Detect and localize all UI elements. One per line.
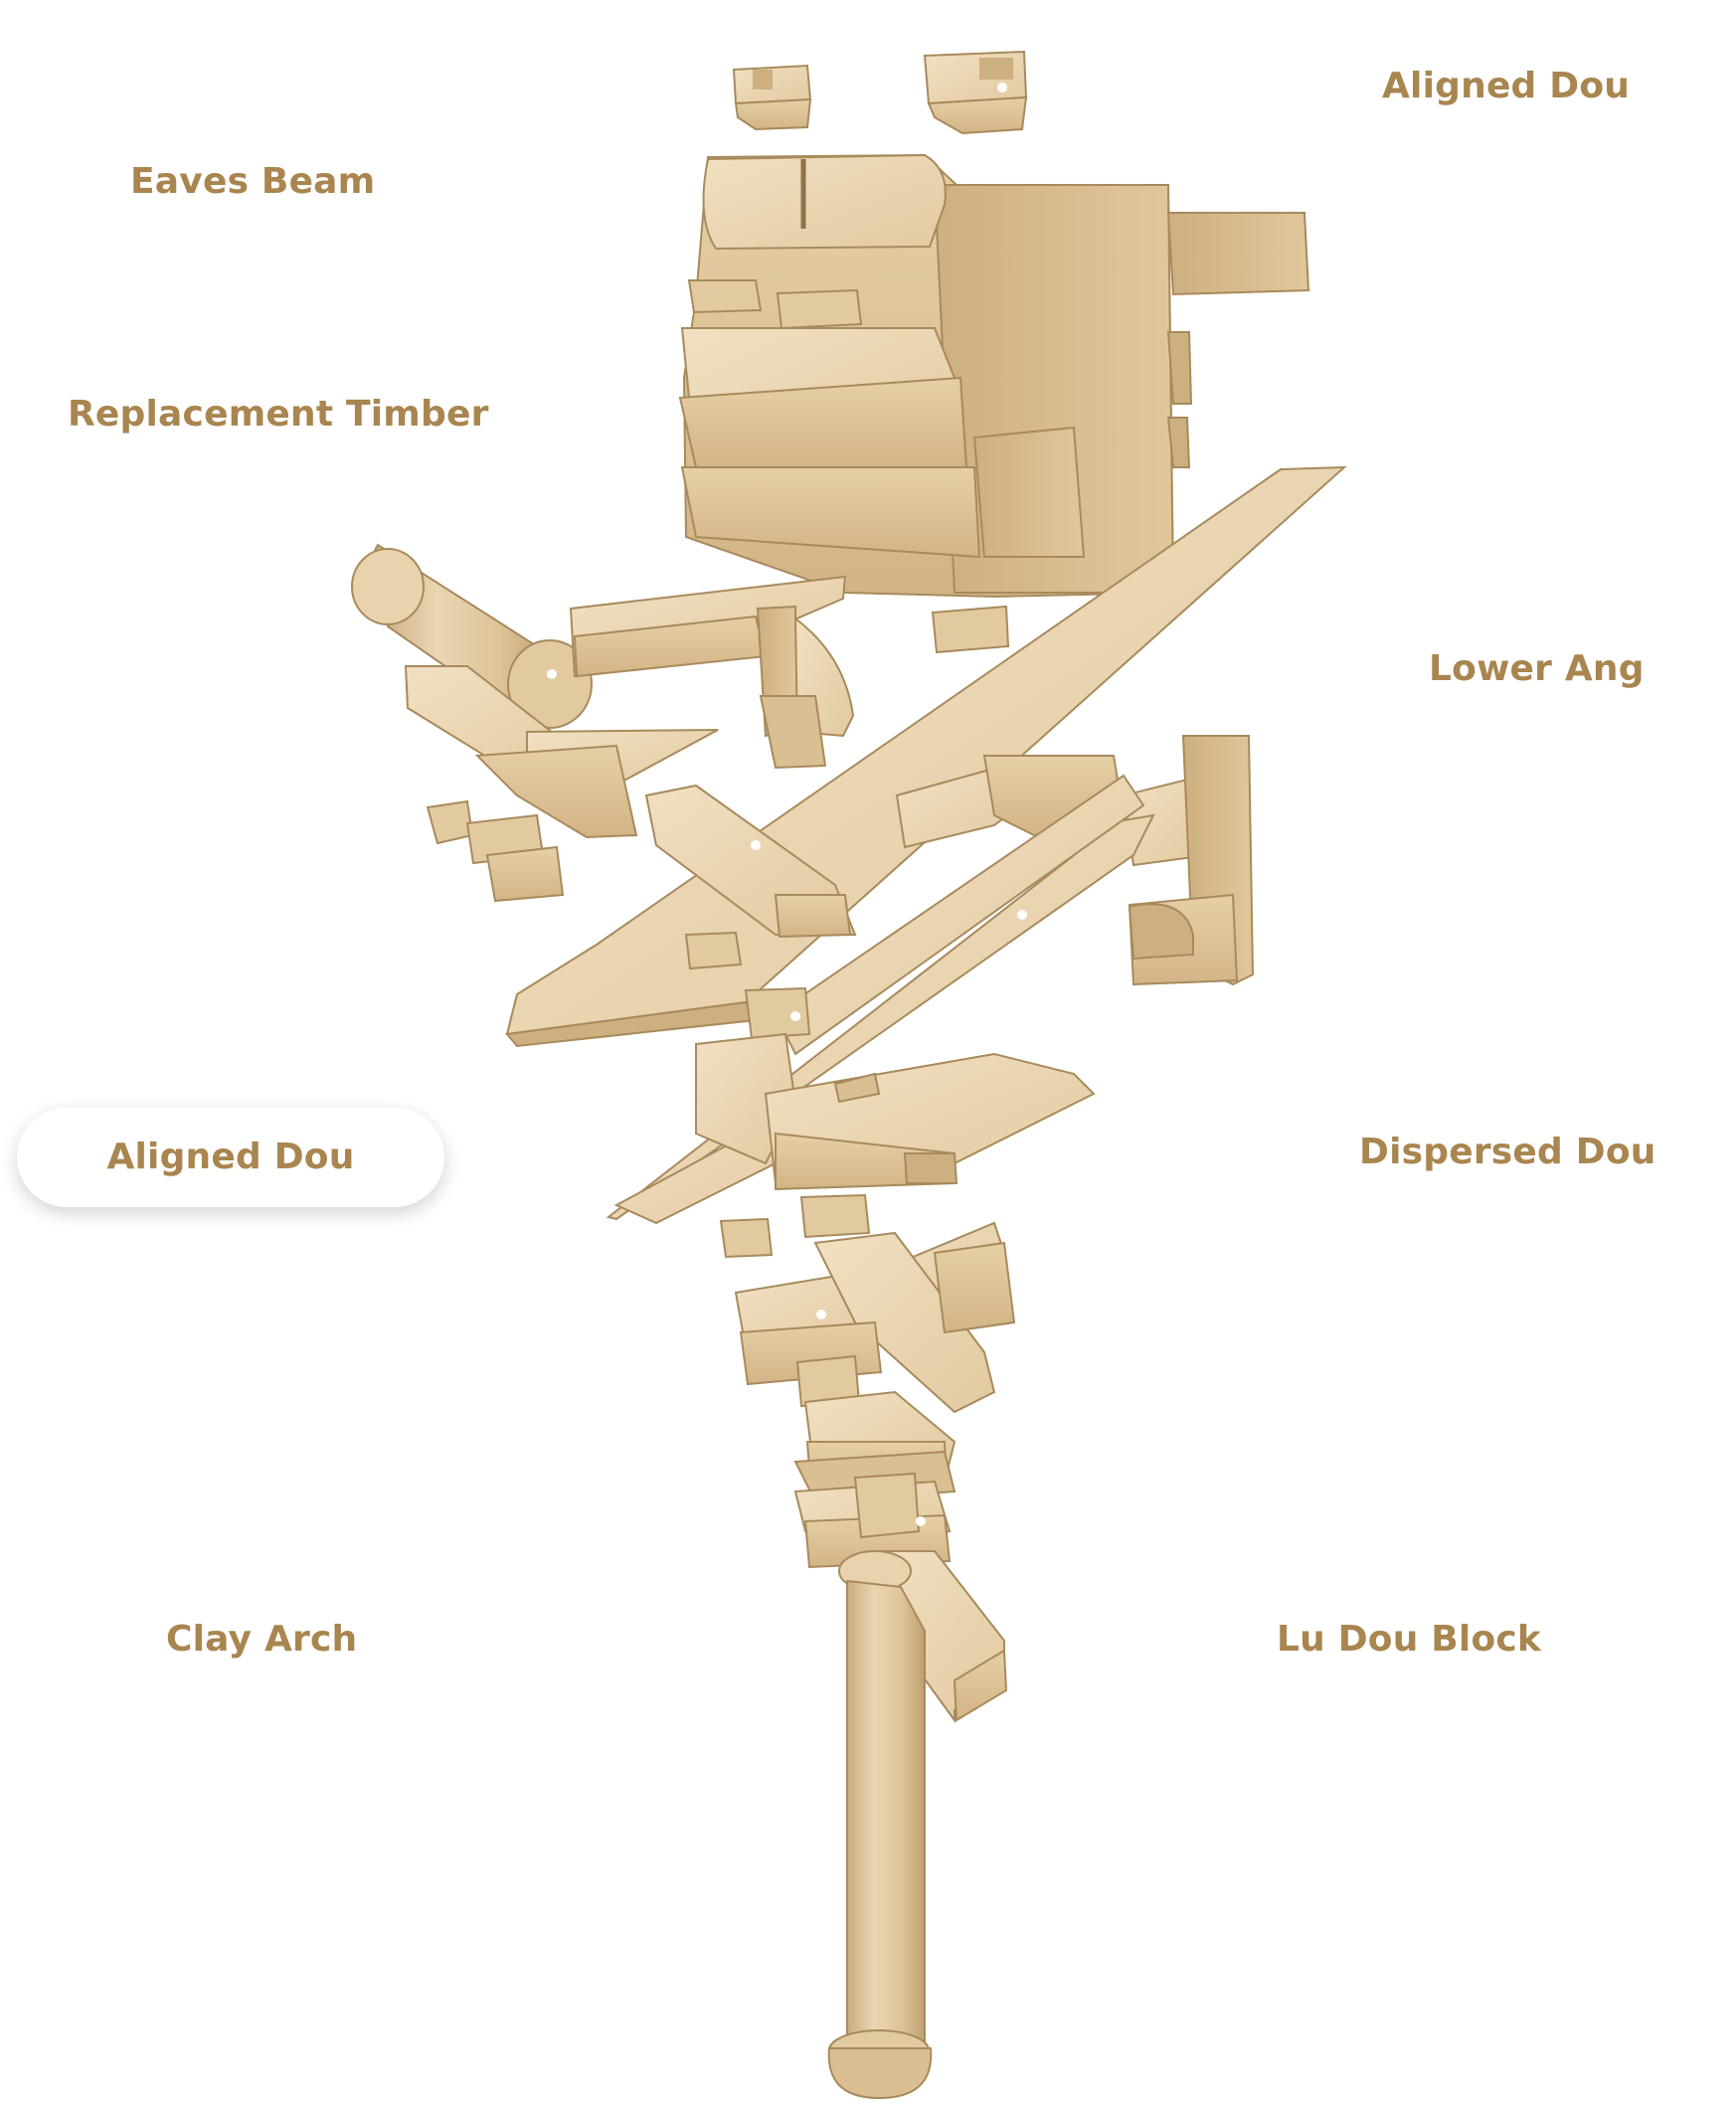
eaves-beam-block: [678, 153, 1310, 599]
label-aligned-dou-selected[interactable]: Aligned Dou: [17, 1108, 444, 1207]
label-dispersed-dou[interactable]: Dispersed Dou: [1359, 1132, 1656, 1172]
lower-bracket-stack: [719, 1193, 1016, 1569]
top-dou-right: [923, 50, 1028, 135]
upper-ang-arm: [505, 465, 1347, 1048]
column: [827, 1550, 1008, 2100]
dispersed-dou-arms: [613, 1032, 1096, 1225]
left-dou-cluster: [426, 605, 1010, 903]
label-lower-ang[interactable]: Lower Ang: [1429, 648, 1645, 689]
upper-left-arms: [404, 575, 855, 839]
round-tie-beam: [351, 543, 593, 729]
label-lu-dou-block[interactable]: Lu Dou Block: [1277, 1619, 1542, 1660]
middle-dou: [684, 931, 811, 1040]
label-eaves-beam[interactable]: Eaves Beam: [130, 161, 376, 202]
label-clay-arch[interactable]: Clay Arch: [166, 1619, 358, 1660]
label-replacement-timber[interactable]: Replacement Timber: [68, 394, 489, 435]
middle-cross-arms: [644, 735, 1255, 986]
label-aligned-dou-top[interactable]: Aligned Dou: [1382, 66, 1631, 106]
top-dou-left: [732, 64, 812, 131]
